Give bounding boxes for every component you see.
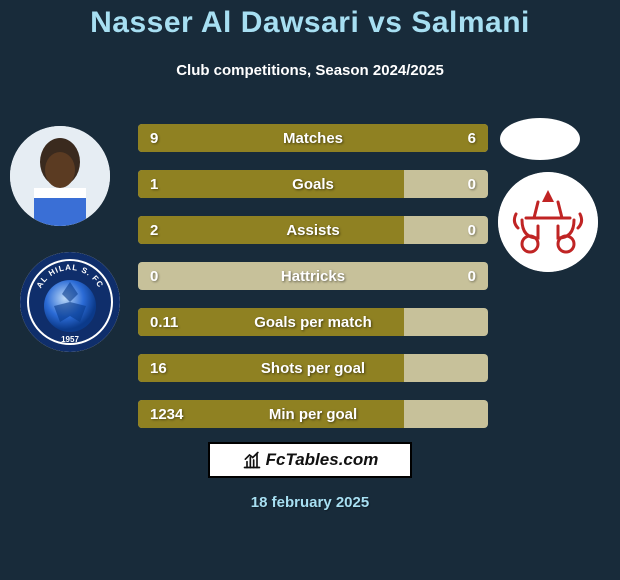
stat-label: Min per goal <box>138 400 488 428</box>
comparison-card: Nasser Al Dawsari vs Salmani Club compet… <box>0 0 620 580</box>
club-left-logo: AL HILAL S. FC 1957 <box>20 252 120 352</box>
stat-row: 00Hattricks <box>138 262 488 290</box>
stat-row: 1234Min per goal <box>138 400 488 428</box>
stat-label: Assists <box>138 216 488 244</box>
stat-row: 10Goals <box>138 170 488 198</box>
subtitle: Club competitions, Season 2024/2025 <box>0 62 620 79</box>
player-right-photo <box>500 118 580 160</box>
page-title: Nasser Al Dawsari vs Salmani <box>0 6 620 40</box>
svg-text:1957: 1957 <box>61 335 79 344</box>
stat-row: 96Matches <box>138 124 488 152</box>
club-right-logo <box>498 172 598 272</box>
stat-label: Matches <box>138 124 488 152</box>
watermark[interactable]: FcTables.com <box>208 442 412 478</box>
stat-row: 0.11Goals per match <box>138 308 488 336</box>
stat-label: Goals per match <box>138 308 488 336</box>
player-left-photo <box>10 126 110 226</box>
alhilal-logo-icon: AL HILAL S. FC 1957 <box>20 252 120 352</box>
tractor-logo-icon <box>498 172 598 272</box>
stat-row: 20Assists <box>138 216 488 244</box>
bar-chart-icon <box>242 450 262 470</box>
stat-label: Shots per goal <box>138 354 488 382</box>
stat-label: Goals <box>138 170 488 198</box>
watermark-text: FcTables.com <box>266 450 379 470</box>
stat-row: 16Shots per goal <box>138 354 488 382</box>
date-label: 18 february 2025 <box>0 494 620 511</box>
player-silhouette-icon <box>10 126 110 226</box>
stats-container: 96Matches 10Goals 20Assists 00Hattricks 0.11… <box>138 124 488 446</box>
stat-label: Hattricks <box>138 262 488 290</box>
